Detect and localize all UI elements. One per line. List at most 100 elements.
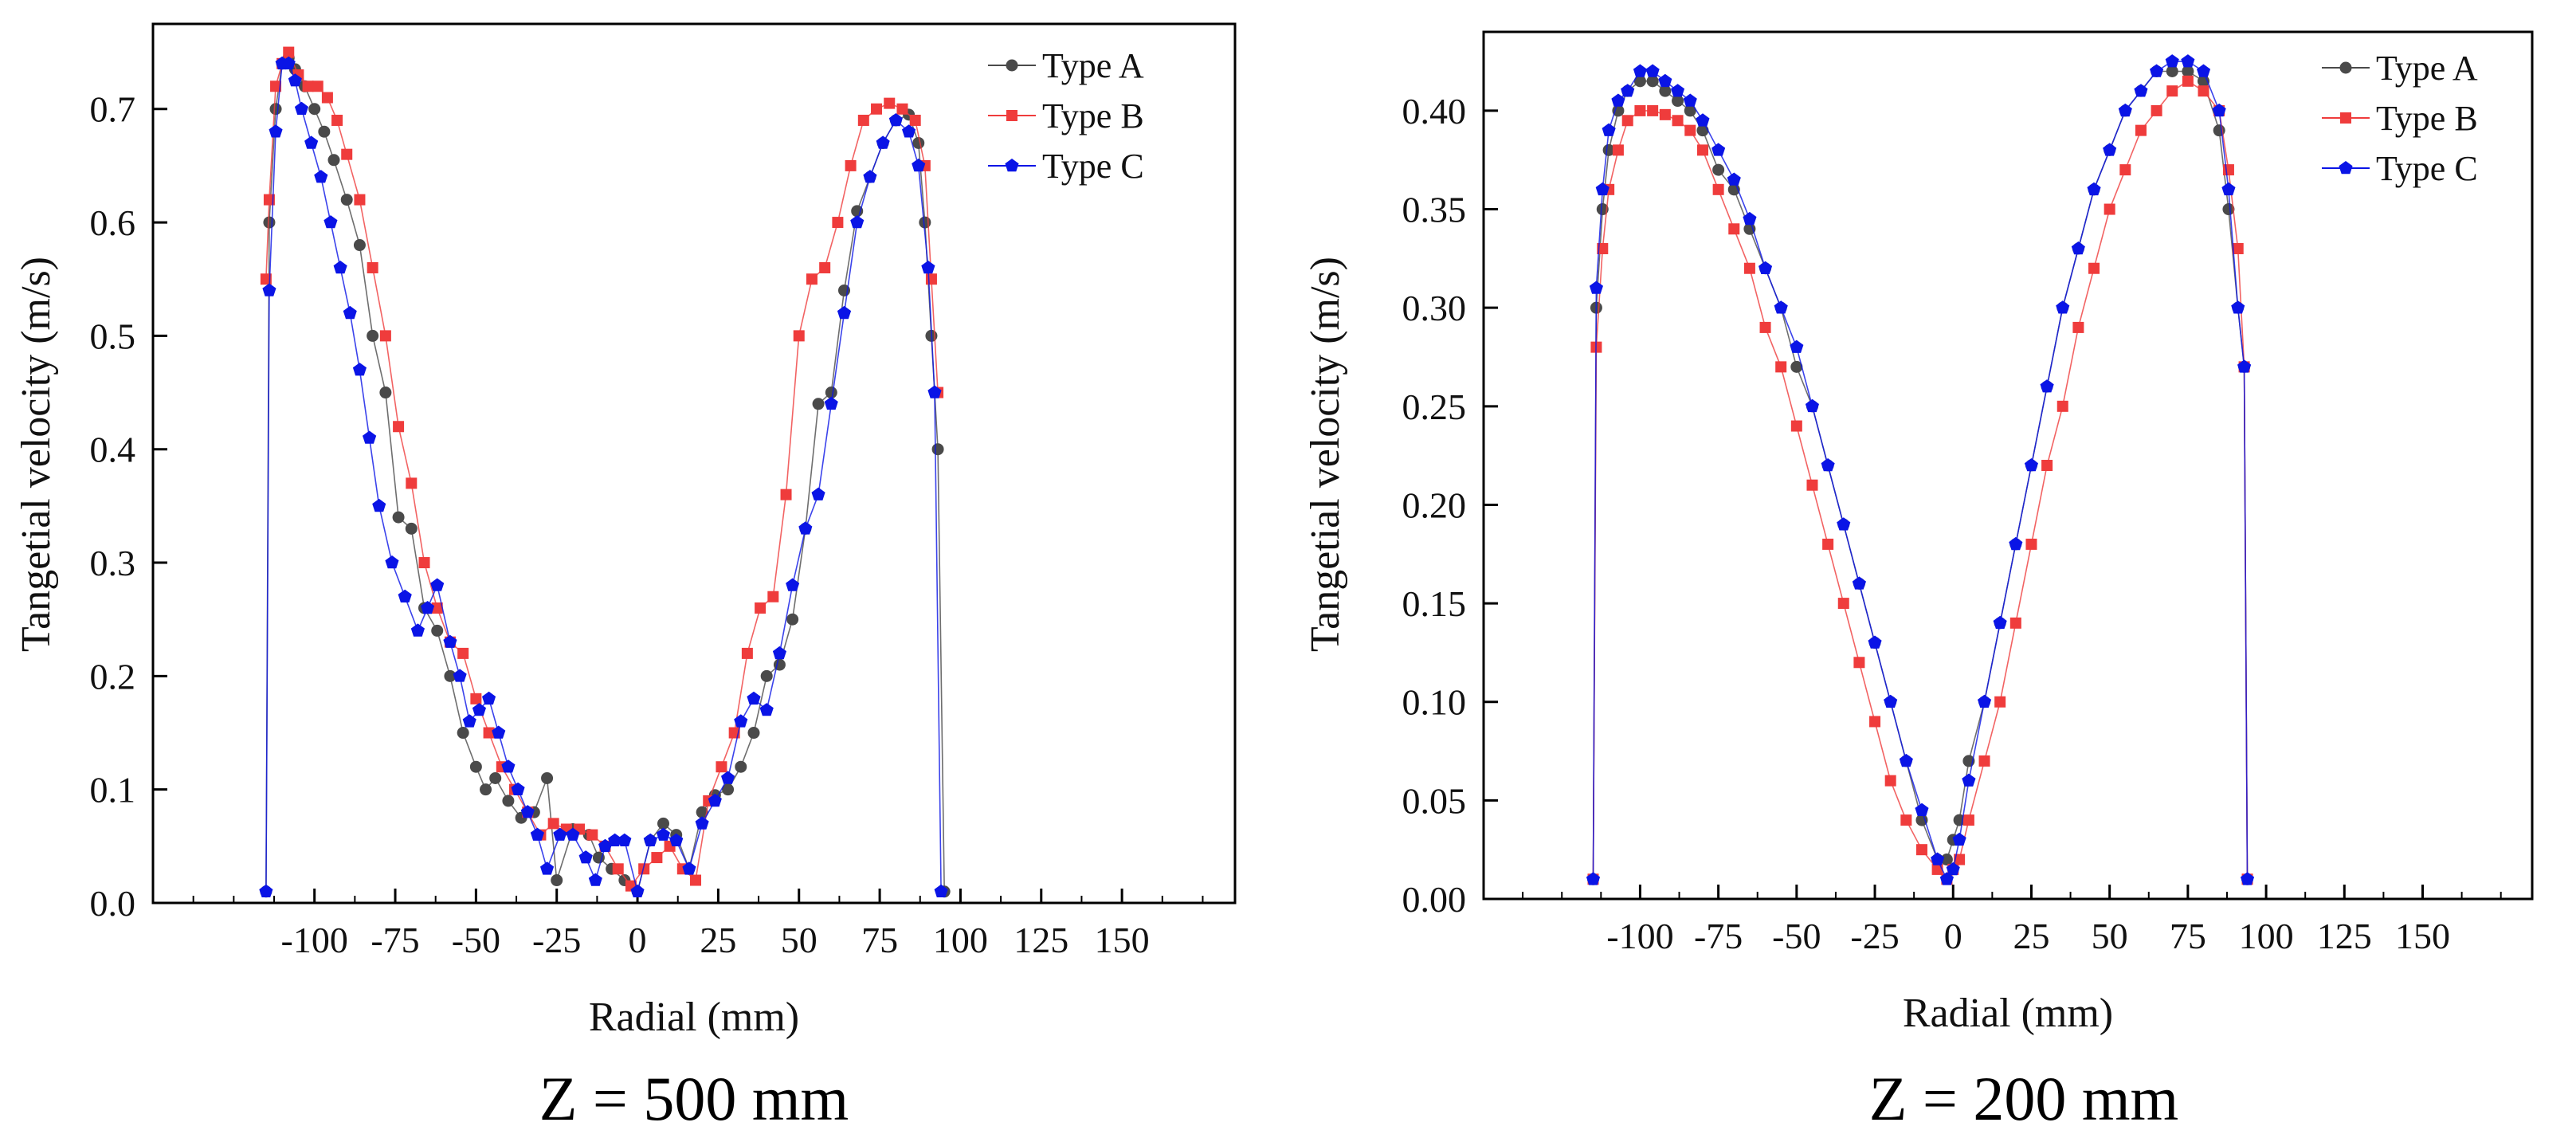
data-point bbox=[1611, 93, 1625, 107]
y-tick-label: 0.0 bbox=[90, 883, 136, 924]
data-point bbox=[269, 103, 282, 116]
data-point bbox=[492, 725, 506, 739]
data-point bbox=[1946, 861, 1960, 876]
data-point bbox=[760, 669, 773, 682]
data-point bbox=[931, 443, 944, 456]
data-point bbox=[695, 816, 709, 830]
data-point bbox=[682, 861, 696, 875]
data-point bbox=[294, 101, 308, 115]
y-tick-label: 0.20 bbox=[1402, 485, 1467, 525]
data-point bbox=[1671, 84, 1685, 97]
data-point bbox=[443, 634, 457, 648]
data-point bbox=[1994, 696, 2006, 708]
x-axis-title: Radial (mm) bbox=[589, 995, 799, 1040]
data-point bbox=[457, 727, 469, 740]
x-tick-label: 50 bbox=[2092, 916, 2128, 956]
series-type-c bbox=[259, 56, 948, 897]
x-tick-label: 150 bbox=[2395, 916, 2450, 956]
data-point bbox=[912, 158, 926, 172]
data-point bbox=[786, 613, 799, 626]
data-point bbox=[2104, 203, 2115, 215]
data-point bbox=[480, 783, 492, 796]
data-point bbox=[353, 239, 366, 252]
x-tick-label: -50 bbox=[452, 920, 500, 960]
data-point bbox=[1586, 872, 1601, 885]
data-point bbox=[2118, 103, 2132, 117]
data-point bbox=[2212, 103, 2226, 117]
data-point bbox=[884, 97, 896, 109]
data-point bbox=[331, 114, 343, 126]
series-line bbox=[1592, 80, 2249, 881]
x-tick-label: -75 bbox=[371, 920, 419, 960]
data-point bbox=[308, 103, 321, 116]
data-point bbox=[430, 578, 445, 591]
data-point bbox=[1712, 163, 1725, 176]
data-point bbox=[845, 159, 857, 171]
data-point bbox=[2166, 85, 2178, 97]
data-point bbox=[1612, 104, 1625, 117]
data-point bbox=[283, 46, 295, 58]
data-point bbox=[385, 555, 399, 569]
data-point bbox=[340, 194, 353, 206]
data-point bbox=[1993, 615, 2007, 630]
data-point bbox=[2071, 241, 2085, 255]
data-point bbox=[2237, 359, 2252, 373]
data-point bbox=[2222, 164, 2234, 176]
data-point bbox=[1775, 361, 1787, 373]
legend-label: Type C bbox=[2376, 149, 2478, 188]
data-point bbox=[1712, 183, 1724, 195]
data-point bbox=[304, 135, 319, 149]
data-point bbox=[1884, 694, 1898, 708]
y-tick-label: 0.4 bbox=[90, 430, 136, 470]
series-type-b bbox=[1587, 75, 2253, 885]
x-tick-label: -75 bbox=[1694, 916, 1743, 956]
data-point bbox=[1978, 694, 1992, 708]
y-tick-label: 0.30 bbox=[1402, 288, 1467, 328]
data-point bbox=[588, 873, 602, 886]
data-point bbox=[1869, 716, 1881, 728]
y-tick-label: 0.40 bbox=[1402, 91, 1467, 131]
data-point bbox=[444, 669, 457, 682]
data-point bbox=[341, 148, 353, 160]
data-point bbox=[1853, 657, 1865, 669]
data-point bbox=[2182, 75, 2194, 87]
data-point bbox=[630, 884, 645, 897]
data-point bbox=[1672, 95, 1684, 108]
data-point bbox=[1633, 64, 1647, 77]
data-point bbox=[1728, 223, 1740, 235]
data-point bbox=[323, 215, 338, 229]
data-point bbox=[1696, 144, 1708, 156]
legend-marker bbox=[1006, 59, 1018, 72]
y-tick-label: 0.15 bbox=[1402, 583, 1467, 624]
data-point bbox=[511, 782, 525, 795]
data-point bbox=[1696, 113, 1710, 127]
data-point bbox=[453, 669, 467, 682]
data-point bbox=[2040, 379, 2054, 393]
x-tick-label: 0 bbox=[1944, 916, 1962, 956]
y-tick-label: 0.05 bbox=[1402, 780, 1467, 821]
data-point bbox=[1659, 84, 1672, 97]
data-point bbox=[612, 863, 624, 875]
data-point bbox=[1727, 172, 1741, 186]
x-tick-label: 25 bbox=[2013, 916, 2049, 956]
data-point bbox=[530, 827, 544, 841]
data-point bbox=[586, 829, 598, 841]
data-point bbox=[876, 135, 890, 149]
data-point bbox=[1915, 844, 1927, 856]
data-point bbox=[819, 261, 831, 273]
data-point bbox=[806, 273, 817, 285]
legend-marker bbox=[2340, 112, 2351, 124]
data-point bbox=[1931, 863, 1943, 875]
data-point bbox=[259, 884, 273, 897]
data-point bbox=[2025, 538, 2037, 550]
data-point bbox=[2041, 460, 2053, 471]
data-point bbox=[1962, 773, 1976, 787]
y-axis-title: Tangetial velocity (m/s) bbox=[1303, 257, 1348, 652]
data-point bbox=[812, 398, 825, 410]
data-point bbox=[372, 498, 386, 512]
x-tick-label: -100 bbox=[281, 920, 348, 960]
x-tick-label: -100 bbox=[1606, 916, 1673, 956]
y-tick-label: 0.25 bbox=[1402, 387, 1467, 427]
data-point bbox=[1759, 261, 1773, 274]
